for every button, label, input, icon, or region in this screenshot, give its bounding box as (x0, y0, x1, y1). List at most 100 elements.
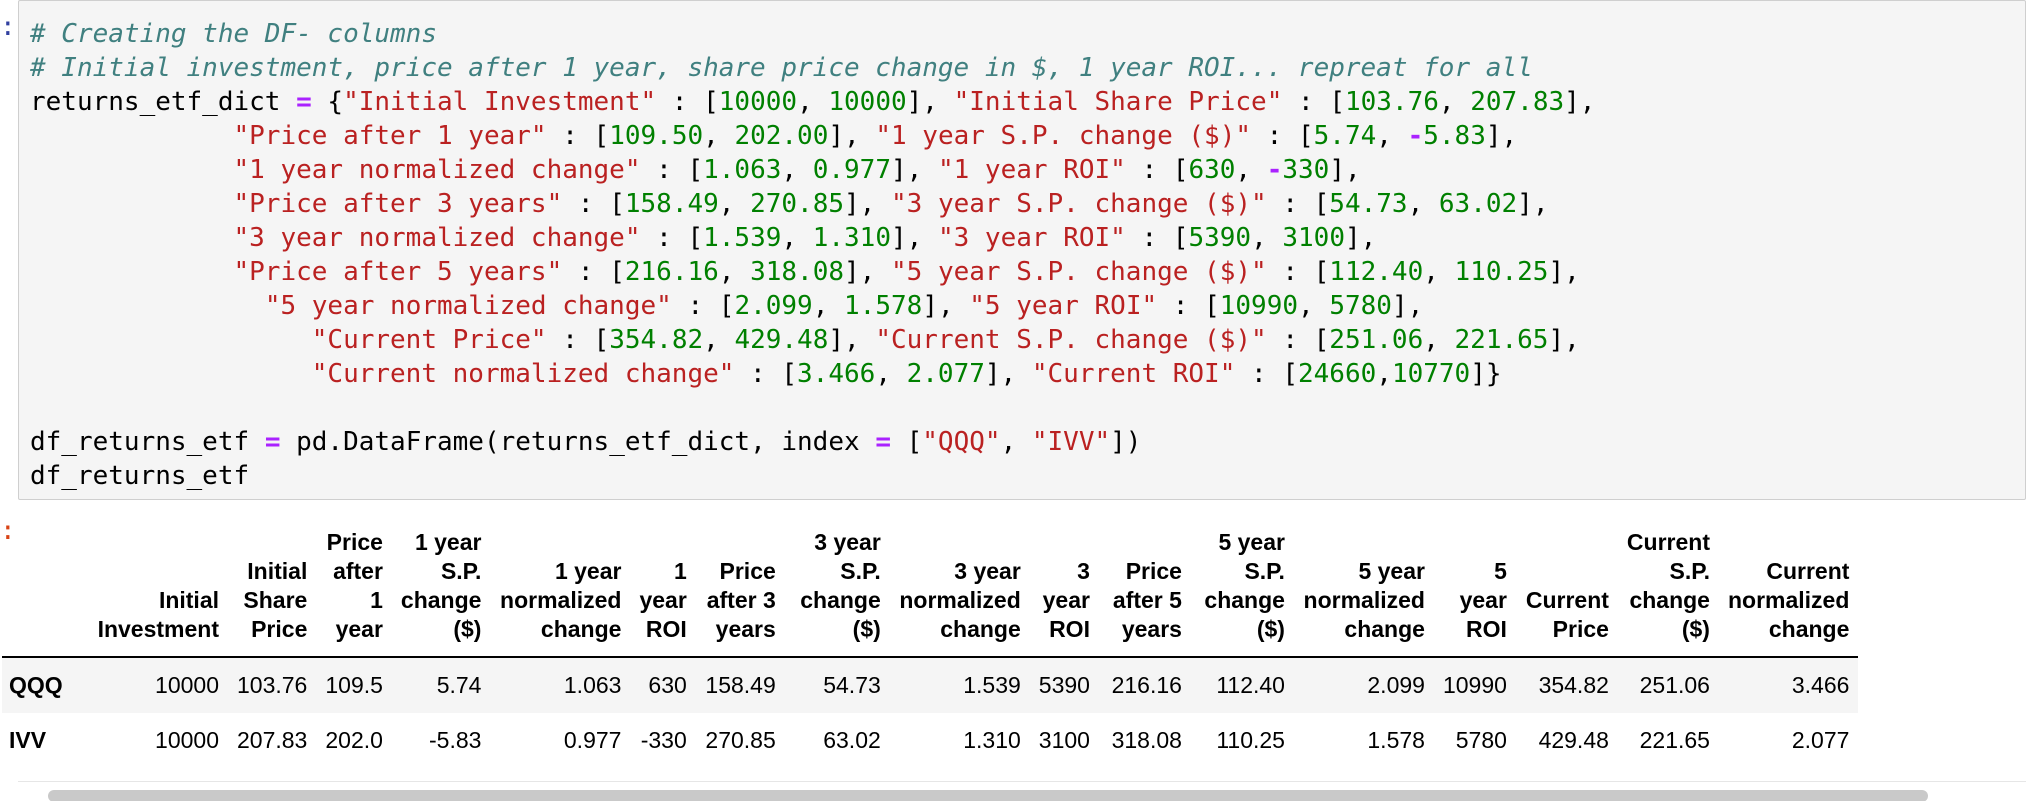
table-cell: 251.06 (1639, 672, 1710, 698)
table-cell: 103.76 (237, 672, 308, 698)
column-header: 5 year normalized change (1293, 520, 1434, 658)
column-header-line: Initial (247, 558, 308, 584)
column-header: Initial Share Price (228, 520, 317, 658)
code-line-dict-7: "5 year normalized change" : [2.099, 1.5… (264, 291, 1424, 321)
column-header-line: normalized (1727, 587, 1850, 613)
code-string: "IVV" (1031, 427, 1111, 457)
code-number: 5.83 (1423, 121, 1486, 151)
code-number: 1.578 (844, 291, 923, 321)
code-number: 10990 (1219, 291, 1299, 321)
column-header-line: Price (1552, 616, 1609, 642)
code-line-blank (30, 391, 2025, 425)
column-header-line: after (333, 558, 383, 584)
code-number: 270.85 (750, 189, 845, 219)
column-header-line: 1 year (414, 529, 482, 555)
code-string: "Current ROI" (1031, 359, 1236, 389)
column-header-line: Price (1125, 558, 1182, 584)
table-cell: 63.02 (823, 727, 881, 753)
code-operator: - (1407, 121, 1424, 151)
code-number: 429.48 (734, 325, 829, 355)
code-string: "Initial Share Price" (953, 87, 1283, 117)
table-cell: 318.08 (1111, 727, 1182, 753)
code-line-dict-9: "Current normalized change" : [3.466, 2.… (311, 359, 1502, 389)
column-header-line: change (940, 616, 1021, 642)
column-header-line: 3 year (814, 529, 881, 555)
code-number: 54.73 (1329, 189, 1408, 219)
code-string: "1 year S.P. change ($)" (875, 121, 1252, 151)
code-variable: df_returns_etf (30, 427, 250, 457)
code-string: "3 year S.P. change ($)" (890, 189, 1267, 219)
code-number: 318.08 (750, 257, 845, 287)
column-header: 5 year S.P. change ($) (1190, 520, 1294, 658)
table-cell: 1.539 (963, 672, 1021, 698)
table-row: QQQ 10000 103.76 109.5 5.74 1.063 630 158.49 54.… (2, 657, 1859, 713)
code-number: 0.977 (812, 155, 891, 185)
code-string: "Current S.P. change ($)" (875, 325, 1267, 355)
table-cell: -330 (640, 727, 687, 753)
column-header: 3 year normalized change (889, 520, 1030, 658)
code-operator: = (296, 87, 312, 117)
code-line-comment-2: # Initial investment, price after 1 year… (30, 51, 2025, 85)
column-header-line: Initial (158, 587, 219, 613)
horizontal-scrollbar-thumb[interactable] (48, 790, 1928, 801)
column-header: Initial Investment (78, 520, 228, 658)
code-operator: = (875, 427, 891, 457)
code-number: 110.25 (1454, 257, 1549, 287)
code-number: 207.83 (1470, 87, 1565, 117)
table-header-row: Initial Investment Initial Share Price Price a… (2, 520, 1859, 658)
column-header-line: change (540, 616, 622, 642)
code-line-dict-8: "Current Price" : [354.82, 429.48], "Cur… (311, 325, 1580, 355)
column-header-line: year (1459, 587, 1507, 613)
table-cell: 112.40 (1216, 672, 1285, 698)
dataframe-table: Initial Investment Initial Share Price Price a… (2, 520, 1859, 768)
code-string: "Price after 1 year" (233, 121, 547, 151)
table-body: QQQ 10000 103.76 109.5 5.74 1.063 630 158.49 54.… (2, 657, 1859, 768)
table-cell: 5780 (1455, 727, 1507, 753)
column-header-line: 5 (1494, 558, 1507, 584)
code-number: 5390 (1188, 223, 1252, 253)
column-header-line: Investment (97, 616, 219, 642)
code-string: "Price after 5 years" (233, 257, 563, 287)
row-index-label: IVV (9, 727, 47, 753)
code-line-dataframe: df_returns_etf = pd.DataFrame(returns_et… (30, 427, 1142, 457)
table-cell: 216.16 (1111, 672, 1182, 698)
code-line-dict-2: "Price after 1 year" : [109.50, 202.00],… (233, 121, 1518, 151)
code-operator: - (1266, 155, 1283, 185)
column-header-line: ROI (1049, 616, 1090, 642)
index-header (2, 520, 78, 658)
code-number: 2.077 (906, 359, 985, 389)
code-number: 109.50 (609, 121, 704, 151)
code-number: 5780 (1329, 291, 1392, 321)
code-cell-editor[interactable]: # Creating the DF- columns # Initial inve… (18, 0, 2026, 500)
code-string: "1 year ROI" (937, 155, 1126, 185)
column-header-line: 1 (673, 558, 687, 584)
code-comment: # Initial investment, price after 1 year… (30, 53, 1533, 83)
code-number: 221.65 (1454, 325, 1549, 355)
column-header-line: Current (1766, 558, 1850, 584)
table-cell: 429.48 (1538, 727, 1609, 753)
code-line-dict-6: "Price after 5 years" : [216.16, 318.08]… (233, 257, 1580, 287)
column-header-line: year (1042, 587, 1090, 613)
column-header-line: change (1629, 587, 1710, 613)
column-header-line: Share (243, 587, 308, 613)
table-cell: 270.85 (705, 727, 776, 753)
column-header-line: ($) (1256, 616, 1285, 642)
code-number: 10000 (828, 87, 907, 117)
column-header-line: S.P. (1669, 558, 1710, 584)
table-cell: 110.25 (1216, 727, 1285, 753)
code-content[interactable]: # Creating the DF- columns # Initial inve… (19, 1, 2025, 493)
column-header-line: ROI (645, 616, 687, 642)
code-number: 330 (1282, 155, 1330, 185)
column-header-line: ($) (453, 616, 482, 642)
code-number: 3100 (1282, 223, 1345, 253)
table-cell: 0.977 (563, 727, 622, 753)
code-string: "QQQ" (922, 427, 1001, 457)
table-row: IVV 10000 207.83 202.0 -5.83 0.977 -330 270.85 6… (2, 713, 1859, 768)
column-header-line: year (335, 616, 383, 642)
column-header-line: change (400, 587, 482, 613)
code-line-dict-3: "1 year normalized change" : [1.063, 0.9… (233, 155, 1361, 185)
horizontal-scrollbar[interactable] (18, 781, 2026, 801)
code-string: "3 year normalized change" (233, 223, 641, 253)
code-line-dict-5: "3 year normalized change" : [1.539, 1.3… (233, 223, 1377, 253)
table-cell: 10990 (1442, 672, 1507, 698)
